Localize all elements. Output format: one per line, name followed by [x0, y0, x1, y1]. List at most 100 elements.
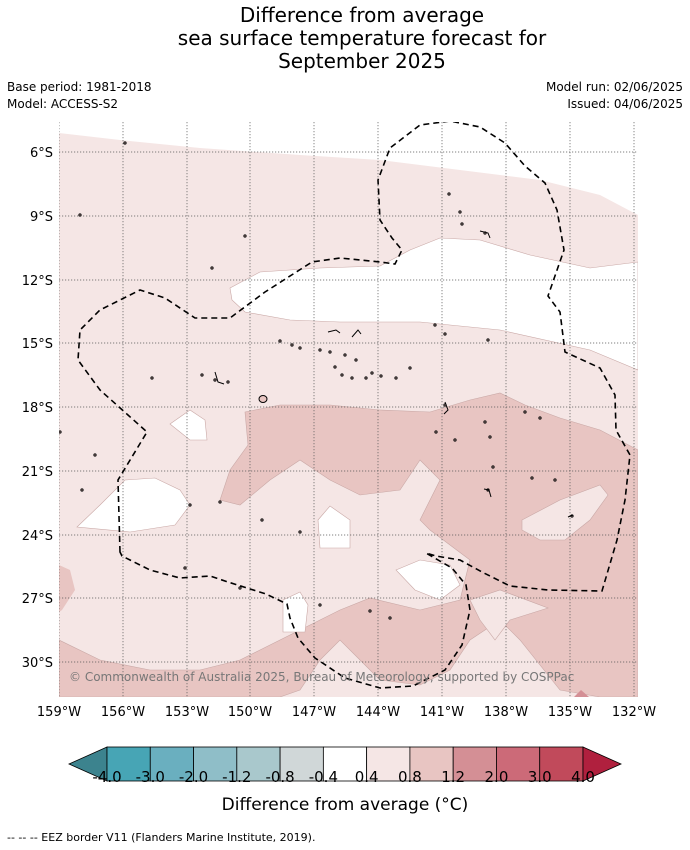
colorbar-extend-high [582, 746, 622, 782]
island [483, 488, 492, 498]
colorbar-tick-label: 0.8 [398, 768, 422, 786]
map-area [59, 122, 638, 697]
island [278, 339, 282, 343]
island [538, 416, 542, 420]
island [486, 338, 490, 342]
colorbar-tick-label: 1.2 [441, 768, 465, 786]
colorbar-tick-label: -4.0 [92, 768, 121, 786]
latitude-label: 15°S [22, 337, 53, 352]
colorbar-segment [496, 746, 541, 782]
island [370, 371, 374, 375]
colorbar-tick-label: 3.0 [528, 768, 552, 786]
latitude-labels: 6°S 9°S 12°S 15°S 18°S 21°S 24°S 27°S 30°S [22, 146, 53, 671]
island [123, 141, 127, 145]
colorbar-segment [322, 746, 368, 782]
island [350, 376, 354, 380]
colorbar-tick-label: -2.0 [179, 768, 208, 786]
island [93, 453, 97, 457]
island [458, 210, 462, 214]
island [354, 358, 358, 362]
island [553, 478, 557, 482]
island [443, 332, 447, 336]
island [434, 430, 438, 434]
base-period: Base period: 1981-2018 [7, 80, 152, 94]
meta-left: Base period: 1981-2018 Model: ACCESS-S2 [7, 79, 152, 113]
island [59, 430, 62, 434]
eez-border-west [77, 122, 631, 689]
island [567, 514, 574, 518]
colorbar-tick-label: -0.8 [265, 768, 294, 786]
island [290, 343, 294, 347]
colorbar-title: Difference from average (°C) [221, 795, 469, 815]
colorbar-tick-label: 0.4 [355, 768, 379, 786]
neutral-region-top [59, 122, 638, 215]
anomaly-patch-light-2 [521, 484, 609, 541]
title-line-2: sea surface temperature forecast for [177, 26, 547, 50]
island [343, 353, 347, 357]
island [523, 410, 527, 414]
colorbar-tick-label: -1.2 [222, 768, 251, 786]
island [328, 350, 332, 354]
island [394, 376, 398, 380]
neutral-patch-4 [395, 559, 461, 601]
latitude-label: 24°S [22, 529, 53, 544]
longitude-label: 159°W [37, 705, 81, 720]
title-line-3: September 2025 [278, 49, 446, 73]
island [351, 329, 362, 338]
island [340, 373, 344, 377]
longitude-label: 156°W [101, 705, 145, 720]
longitude-label: 150°W [228, 705, 272, 720]
island [530, 476, 534, 480]
neutral-patch-5 [282, 591, 309, 633]
island [213, 378, 217, 382]
colorbar-tick-label: 4.0 [571, 768, 595, 786]
island [327, 329, 341, 334]
island [80, 488, 84, 492]
island [318, 348, 322, 352]
graticule [59, 122, 638, 697]
island [183, 566, 187, 570]
island [368, 609, 372, 613]
latitude-label: 30°S [22, 656, 53, 671]
colorbar-segment [106, 746, 151, 782]
colorbar-segment [409, 746, 454, 782]
copyright-text: © Commonwealth of Australia 2025, Bureau… [69, 670, 574, 684]
island [488, 435, 492, 439]
anomaly-patch-dark [574, 690, 589, 697]
island [483, 420, 487, 424]
island [453, 438, 457, 442]
meta-right: Model run: 02/06/2025 Issued: 04/06/2025 [546, 79, 683, 113]
colorbar-segment [279, 746, 324, 782]
island [379, 374, 383, 378]
island [258, 395, 268, 403]
colorbar-tick-label: -0.4 [309, 768, 338, 786]
latitude-label: 12°S [22, 274, 53, 289]
island [243, 234, 247, 238]
neutral-region-middle [229, 237, 638, 371]
island [238, 586, 242, 590]
island [460, 222, 464, 226]
islands [59, 141, 574, 620]
island [318, 603, 322, 607]
longitude-label: 138°W [484, 705, 528, 720]
island [443, 401, 449, 415]
title-line-1: Difference from average [239, 3, 485, 27]
longitude-label: 144°W [356, 705, 400, 720]
longitude-label: 153°W [165, 705, 209, 720]
longitude-labels: 159°W 156°W 153°W 150°W 147°W 144°W 141°W 138°W… [37, 705, 656, 720]
latitude-label: 21°S [22, 465, 53, 480]
latitude-label: 27°S [22, 592, 53, 607]
latitude-label: 6°S [30, 146, 53, 161]
anomaly-patch-medium-left [59, 565, 75, 612]
map-title: Difference from average sea surface temp… [0, 4, 690, 73]
island [200, 373, 204, 377]
longitude-label: 141°W [420, 705, 464, 720]
island [150, 376, 154, 380]
island [364, 376, 368, 380]
island [210, 266, 214, 270]
colorbar-tick-label: -3.0 [136, 768, 165, 786]
island [78, 213, 82, 217]
neutral-patch-3 [317, 505, 351, 549]
island [388, 616, 392, 620]
